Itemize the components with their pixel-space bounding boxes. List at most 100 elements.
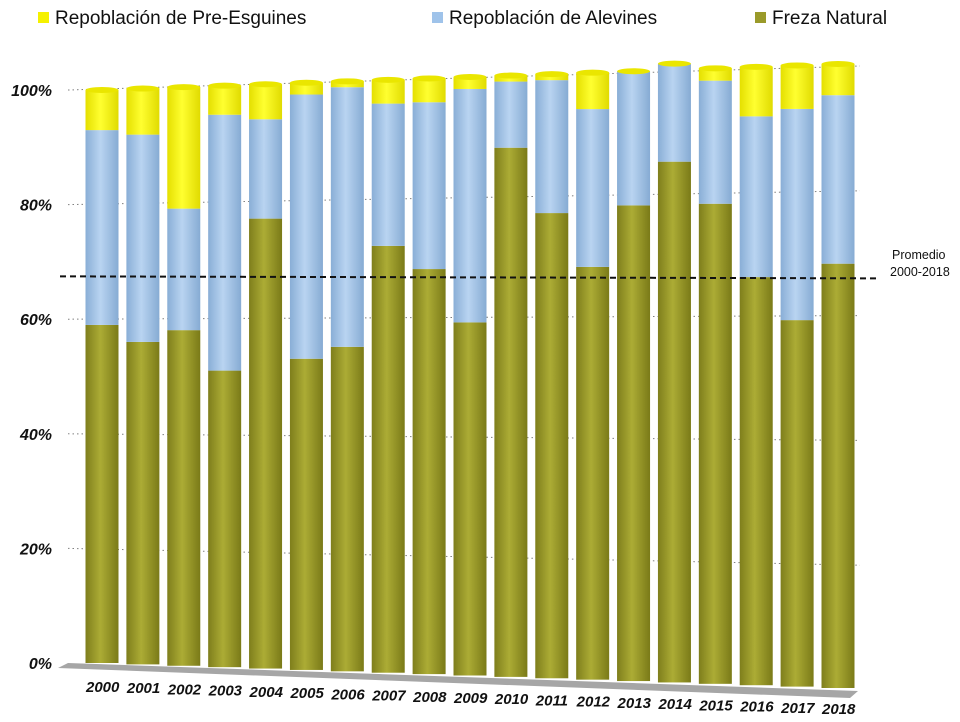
bar-segment-alevines <box>453 88 487 323</box>
x-tick-label: 2000 <box>85 679 120 696</box>
bar-cap <box>208 82 242 89</box>
x-tick-label: 2003 <box>208 683 243 700</box>
bar-stack-2007 <box>371 76 405 673</box>
legend-label-pre-esguines: Repoblación de Pre-Esguines <box>55 8 307 29</box>
bar-segment-alevines <box>249 119 283 219</box>
y-tick-label: 80% <box>20 198 52 215</box>
bar-cap <box>249 81 283 88</box>
bar-segment-freza-natural <box>126 341 160 665</box>
bar-segment-alevines <box>126 134 160 342</box>
bar-stack-2012 <box>576 69 610 680</box>
x-axis-ticks: 2000 2001 2002 2003 2004 2005 2006 2007 2008 2009… <box>85 679 856 718</box>
bar-cap <box>535 71 569 78</box>
bar-segment-pre-esguines <box>780 65 814 109</box>
bar-segment-freza-natural <box>412 269 446 675</box>
x-tick-label: 2004 <box>249 684 284 701</box>
x-tick-label: 2006 <box>330 686 365 703</box>
bar-segment-pre-esguines <box>453 77 487 89</box>
bar-segment-pre-esguines <box>167 87 201 209</box>
bar-segment-pre-esguines <box>249 84 283 120</box>
bar-segment-freza-natural <box>576 266 610 680</box>
bar-stack-2001 <box>126 85 160 665</box>
bar-stack-2018 <box>821 61 855 688</box>
bar-stack-2017 <box>780 62 814 687</box>
bar-segment-alevines <box>698 80 732 204</box>
bar-cap <box>780 62 814 69</box>
x-tick-label: 2008 <box>412 689 447 706</box>
x-tick-label: 2007 <box>371 688 406 705</box>
bar-cap <box>494 72 528 79</box>
bar-stack-2014 <box>657 60 691 683</box>
bar-stack-2015 <box>698 65 732 684</box>
bar-segment-pre-esguines <box>698 68 732 81</box>
bar-segment-alevines <box>330 87 364 347</box>
bar-segment-alevines <box>289 94 323 359</box>
bar-segment-freza-natural <box>780 320 814 687</box>
bar-segment-alevines <box>617 71 651 206</box>
x-tick-label: 2009 <box>453 690 488 707</box>
bar-segment-pre-esguines <box>535 74 569 81</box>
bar-segment-freza-natural <box>85 324 119 663</box>
y-tick-label: 20% <box>19 541 52 558</box>
bar-segment-freza-natural <box>535 213 569 679</box>
bar-segment-alevines <box>535 80 569 214</box>
bar-segment-freza-natural <box>494 147 528 677</box>
bar-segment-freza-natural <box>208 370 242 668</box>
bar-segment-pre-esguines <box>371 79 405 104</box>
bar-stack-2016 <box>739 63 773 686</box>
bar-cap <box>698 65 732 72</box>
bar-segment-freza-natural <box>657 161 691 683</box>
y-axis-ticks: 0% 20% 40% 60% 80% 100% <box>11 83 52 673</box>
average-label-line2: 2000-2018 <box>890 265 950 279</box>
bar-segment-freza-natural <box>453 322 487 676</box>
bar-cap <box>167 84 201 91</box>
bar-stack-2003 <box>208 82 242 668</box>
chart-floor <box>58 663 858 698</box>
bar-segment-pre-esguines <box>412 78 446 103</box>
bar-segment-alevines <box>739 116 773 278</box>
legend-swatch-freza-natural <box>755 12 766 23</box>
bar-cap <box>617 68 651 75</box>
x-tick-label: 2014 <box>657 696 692 713</box>
bar-segment-pre-esguines <box>85 90 119 131</box>
bar-cap <box>371 76 405 83</box>
y-tick-label: 100% <box>11 83 52 100</box>
bar-segment-pre-esguines <box>208 85 242 115</box>
x-tick-label: 2015 <box>698 697 733 714</box>
bar-cap <box>739 63 773 70</box>
bar-segment-pre-esguines <box>821 64 855 96</box>
bar-segment-pre-esguines <box>494 75 528 82</box>
reference-line-group <box>59 275 879 280</box>
bar-cap <box>453 74 487 80</box>
x-tick-label: 2011 <box>535 692 568 709</box>
bar-segment-alevines <box>371 103 405 246</box>
bar-segment-alevines <box>85 130 119 325</box>
bar-segment-pre-esguines <box>289 82 323 95</box>
bar-segment-pre-esguines <box>739 66 773 117</box>
legend-item-freza-natural: Freza Natural <box>755 8 887 30</box>
bar-segment-pre-esguines <box>576 72 610 110</box>
bar-segment-alevines <box>494 81 528 148</box>
x-tick-label: 2017 <box>780 700 815 717</box>
y-tick-label: 60% <box>20 312 52 329</box>
legend-swatch-pre-esguines <box>38 12 49 23</box>
bars-group <box>85 60 855 688</box>
bar-segment-alevines <box>780 108 814 321</box>
x-tick-label: 2010 <box>494 691 529 708</box>
x-tick-label: 2012 <box>576 694 611 711</box>
bar-cap <box>330 78 364 85</box>
bar-stack-2000 <box>85 87 119 663</box>
x-tick-label: 2002 <box>167 681 202 698</box>
bar-segment-freza-natural <box>698 203 732 684</box>
bar-segment-freza-natural <box>167 330 201 666</box>
bar-segment-pre-esguines <box>126 88 160 135</box>
chart-legend: Repoblación de Pre-Esguines Repoblación … <box>0 0 960 40</box>
legend-label-freza-natural: Freza Natural <box>772 8 888 29</box>
bar-cap <box>412 75 446 82</box>
bar-cap <box>576 69 610 76</box>
bar-segment-freza-natural <box>371 245 405 673</box>
bar-segment-alevines <box>208 114 242 371</box>
bar-stack-2008 <box>412 75 446 675</box>
y-tick-label: 0% <box>29 656 52 673</box>
